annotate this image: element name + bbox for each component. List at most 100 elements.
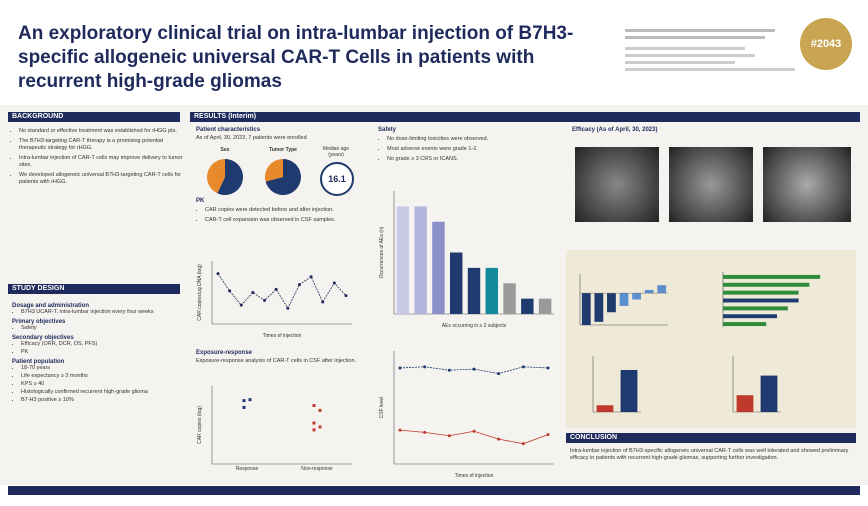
line-chart: CSF level Times of injection — [379, 351, 554, 479]
item-list: B7H3 UCAR-T, intra-lumbar injection ever… — [12, 309, 177, 316]
point — [297, 283, 301, 287]
background-list: No standard or effective treatment was e… — [10, 128, 184, 189]
bar — [723, 274, 821, 279]
point — [546, 366, 550, 370]
scatter-chart: CAR copies (log) Response Non-response — [197, 386, 352, 472]
bar — [538, 298, 552, 314]
panel-title: Efficacy (As of April, 30, 2023) — [572, 127, 658, 133]
bar — [760, 375, 778, 412]
bar — [632, 293, 641, 300]
x-axis-label: Times of injection — [455, 473, 494, 479]
point — [447, 434, 451, 438]
pie-slice — [265, 159, 301, 195]
point — [521, 442, 525, 446]
item-list: 18-70 yearsLife expectancy ≥ 3 monthsKPS… — [12, 365, 177, 404]
bullet: B7-H3 positive ≥ 10% — [21, 397, 177, 404]
point — [344, 294, 348, 298]
point — [312, 404, 316, 407]
pie-title: Tumor Type — [269, 147, 297, 153]
point — [332, 281, 336, 285]
bullet: CAR copies were detected before and afte… — [205, 207, 375, 214]
badge: #2043 — [800, 18, 852, 70]
bar — [414, 206, 427, 314]
pie-chart: Sex — [207, 147, 243, 195]
bar — [467, 267, 481, 314]
point — [274, 287, 278, 291]
bar-chart — [722, 272, 821, 327]
point — [228, 289, 232, 293]
pie-slice — [207, 159, 225, 194]
point — [423, 430, 427, 434]
study-design: Dosage and administrationB7H3 UCAR-T, in… — [12, 300, 177, 405]
bullet: Intra-lumbar injection of CAR-T cells ma… — [19, 155, 184, 169]
point — [321, 300, 325, 304]
section-header: RESULTS (Interim) — [190, 112, 860, 122]
bar — [619, 293, 629, 306]
section-header: CONCLUSION — [566, 433, 856, 443]
panel-title: Patient characteristics — [196, 127, 261, 133]
x-tick-label: Non-response — [301, 466, 333, 472]
point — [239, 303, 243, 307]
y-axis-label: CAR copies/μg DNA (log) — [197, 264, 203, 321]
bar-chart: Occurrences of AEs (n) AEs occurring in ≥… — [379, 191, 554, 329]
bullet: Histologically confirmed recurrent high-… — [21, 389, 177, 396]
conclusion-text: Intra-lumbar injection of B7H3-specific … — [570, 448, 849, 461]
line-chart: CAR copies/μg DNA (log) Times of injectio… — [197, 261, 352, 339]
bar — [521, 298, 534, 314]
note: Exposure-response analysis of CAR-T cell… — [196, 358, 357, 364]
title: An exploratory clinical trial on intra-l… — [18, 23, 574, 92]
authors — [625, 25, 795, 75]
bullet: The B7H3-targeting CAR-T therapy is a pr… — [19, 138, 184, 152]
point — [318, 425, 322, 429]
pie-slice — [265, 159, 283, 182]
section-header: STUDY DESIGN — [8, 284, 180, 294]
point — [216, 272, 220, 276]
point — [398, 366, 402, 370]
point — [318, 408, 322, 412]
panel-title: PK — [196, 198, 205, 204]
mri-image — [763, 147, 851, 222]
bar — [450, 252, 463, 314]
bar-chart — [592, 356, 641, 413]
bullet: KPS ≥ 40 — [21, 381, 177, 388]
bar — [723, 322, 767, 327]
point — [312, 421, 316, 425]
bar — [607, 293, 616, 313]
point — [242, 399, 246, 403]
bar — [736, 395, 754, 412]
point — [497, 372, 501, 376]
bullet: We developed allogeneic universal B7H3-t… — [19, 172, 184, 186]
line — [217, 273, 347, 310]
x-tick-label: Response — [236, 466, 259, 472]
y-axis-label: Occurrences of AEs (n) — [379, 226, 385, 278]
bullet: B7H3 UCAR-T, intra-lumbar injection ever… — [21, 309, 177, 316]
note: As of April, 30, 2023, 7 patients were e… — [196, 135, 307, 141]
bullet: Efficacy (ORR, DCR, OS, PFS) — [21, 341, 177, 348]
bullet: PK — [21, 349, 177, 356]
mri-image — [575, 147, 659, 222]
bullet: Life expectancy ≥ 3 months — [21, 373, 177, 380]
bar — [503, 283, 516, 314]
bar — [723, 306, 788, 311]
item-list: Safety — [12, 325, 177, 332]
point — [248, 398, 252, 402]
bar — [723, 282, 810, 287]
point — [251, 291, 255, 294]
bullet: CAR-T cell expansion was observed in CSF… — [205, 217, 375, 224]
bar — [594, 293, 604, 322]
y-axis-label: CSF level — [379, 397, 385, 419]
point — [423, 365, 427, 369]
bar — [657, 285, 667, 294]
point — [497, 437, 501, 441]
bar-chart — [732, 356, 781, 413]
bullet: No grade ≥ 3 CRS or ICANS. — [387, 156, 567, 163]
x-axis-label: AEs occurring in ≥ 2 subjects — [442, 323, 507, 329]
bar — [432, 221, 445, 314]
point — [472, 367, 476, 371]
waterfall-chart — [579, 274, 668, 326]
pie-title: Sex — [221, 147, 230, 153]
point — [472, 429, 476, 433]
efficacy-box — [566, 250, 856, 428]
bullet: Most adverse events were grade 1-2. — [387, 146, 567, 153]
